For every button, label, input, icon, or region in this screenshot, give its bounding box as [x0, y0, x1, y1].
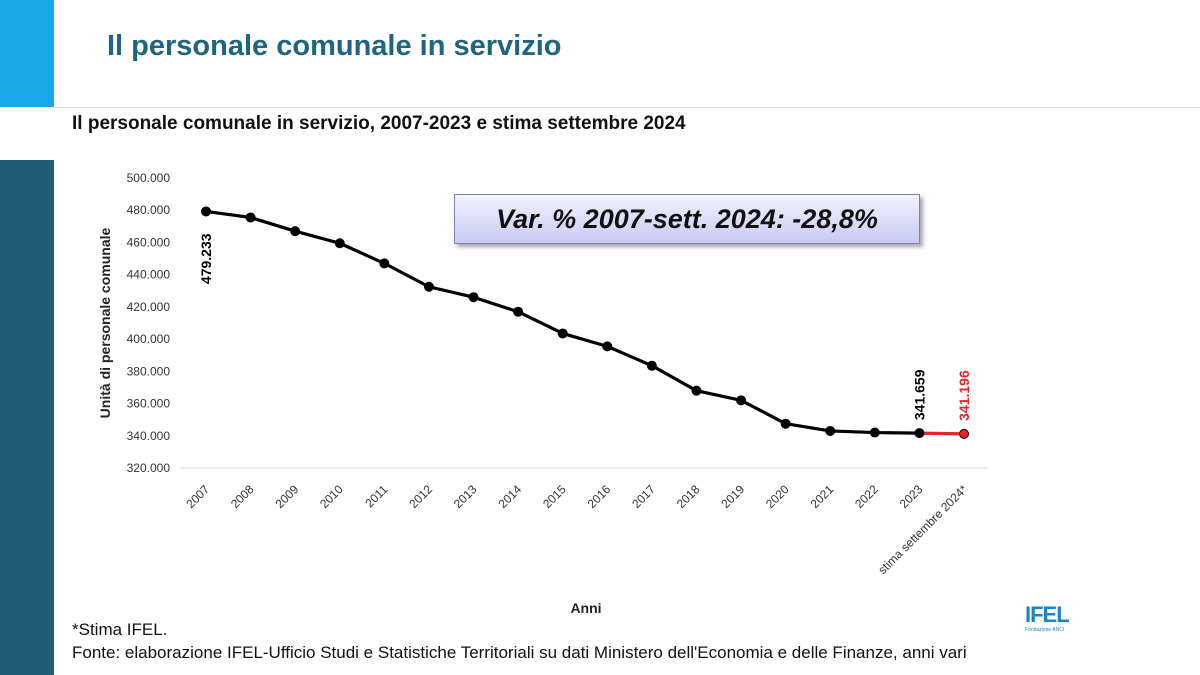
data-point — [513, 306, 524, 317]
y-tick-label: 340.000 — [127, 429, 171, 443]
data-point — [557, 328, 568, 339]
y-tick-label: 440.000 — [127, 268, 171, 282]
accent-bar-side — [0, 160, 54, 675]
y-tick-label: 480.000 — [127, 203, 171, 217]
data-point — [245, 212, 256, 223]
variation-callout: Var. % 2007-sett. 2024: -28,8% — [454, 194, 920, 244]
data-point — [646, 360, 657, 371]
estimate-point — [959, 428, 969, 439]
y-axis-title: Unità di personale comunale — [97, 227, 113, 418]
logo-subtext: Fondazione ANCI — [1025, 627, 1065, 633]
x-tick-label: 2020 — [763, 482, 792, 511]
chart-title: Il personale comunale in servizio, 2007-… — [72, 113, 686, 134]
data-point — [602, 341, 613, 352]
data-point — [201, 206, 211, 217]
data-label: 479.233 — [198, 233, 214, 284]
data-point — [736, 395, 747, 406]
x-tick-label: 2017 — [629, 482, 658, 511]
x-tick-label: 2014 — [495, 482, 524, 511]
data-point — [379, 258, 390, 269]
data-point — [334, 238, 345, 249]
x-tick-label: 2018 — [674, 482, 703, 511]
x-tick-label: 2022 — [852, 482, 881, 511]
accent-bar-top — [0, 0, 54, 107]
estimate-note: *Stima IFEL. — [72, 620, 168, 639]
title-divider — [54, 107, 1200, 108]
x-tick-label: 2011 — [362, 482, 390, 510]
x-tick-label: 2019 — [718, 482, 747, 511]
data-point — [423, 281, 434, 292]
data-point — [691, 385, 702, 396]
logo-wordmark: IFEL — [1025, 602, 1070, 627]
ifel-logo: IFEL Fondazione ANCI — [1025, 603, 1075, 639]
y-tick-label: 500.000 — [127, 171, 171, 185]
data-point — [869, 427, 880, 438]
data-label: 341.659 — [911, 369, 927, 420]
x-tick-label: 2023 — [897, 482, 926, 511]
source-note: Fonte: elaborazione IFEL-Ufficio Studi e… — [72, 643, 967, 662]
x-tick-label: 2007 — [183, 482, 212, 511]
x-tick-label: stima settembre 2024* — [875, 482, 970, 577]
data-point — [290, 226, 301, 237]
page-title: Il personale comunale in servizio — [107, 30, 562, 62]
x-tick-label: 2013 — [451, 482, 480, 511]
x-tick-label: 2016 — [585, 482, 614, 511]
estimate-line — [919, 431, 965, 436]
y-tick-label: 380.000 — [127, 364, 171, 378]
x-axis-title: Anni — [570, 600, 601, 616]
data-label: 341.196 — [956, 370, 972, 421]
x-tick-label: 2009 — [273, 482, 302, 511]
data-point — [780, 418, 791, 429]
x-tick-label: 2008 — [228, 482, 257, 511]
y-tick-label: 420.000 — [127, 300, 171, 314]
data-point — [468, 292, 479, 303]
x-tick-label: 2021 — [808, 482, 837, 511]
y-tick-label: 360.000 — [127, 397, 171, 411]
y-tick-label: 460.000 — [127, 235, 171, 249]
series-line — [205, 209, 920, 435]
data-point — [914, 428, 925, 439]
y-tick-label: 400.000 — [127, 332, 171, 346]
x-tick-label: 2012 — [406, 482, 435, 511]
x-tick-label: 2010 — [317, 482, 346, 511]
data-point — [825, 425, 836, 436]
x-tick-label: 2015 — [540, 482, 569, 511]
y-tick-label: 320.000 — [127, 461, 171, 475]
